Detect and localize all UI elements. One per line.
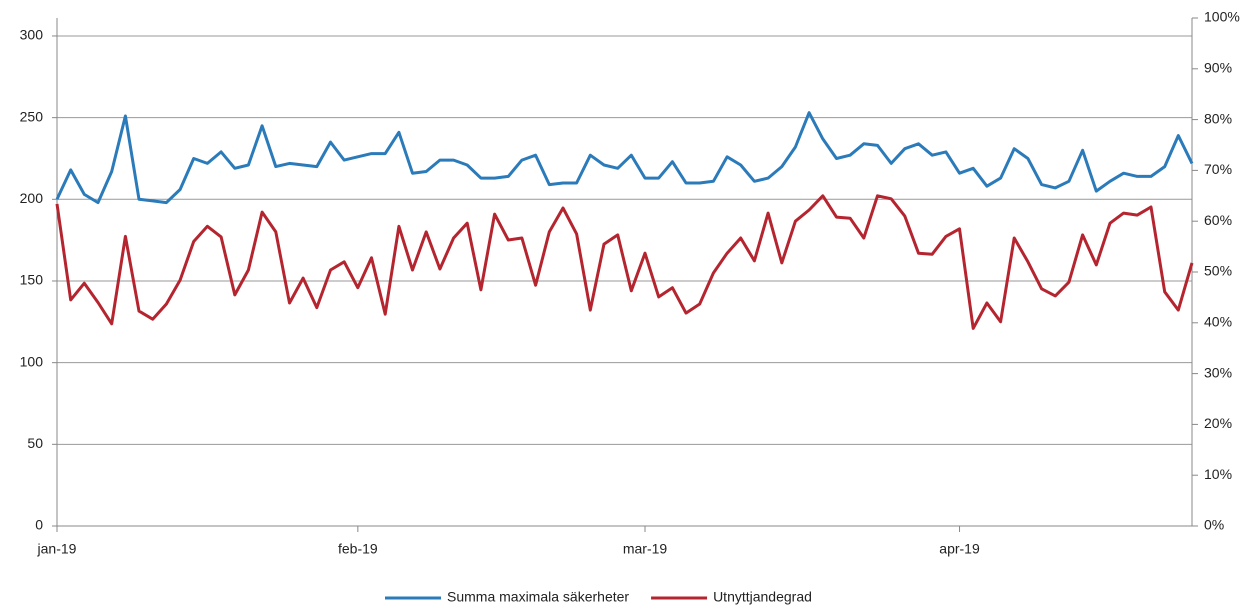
y2-tick-label: 30% [1204, 364, 1232, 380]
y-tick-label: 200 [20, 190, 44, 206]
y2-tick-label: 20% [1204, 415, 1232, 431]
x-tick-label: apr-19 [939, 541, 980, 557]
y2-tick-label: 70% [1204, 161, 1232, 177]
y2-tick-label: 40% [1204, 314, 1232, 330]
series-line [55, 194, 1194, 330]
x-tick-label: mar-19 [623, 541, 668, 557]
y2-tick-label: 10% [1204, 466, 1232, 482]
y2-tick-label: 100% [1204, 9, 1240, 25]
legend-label: Utnyttjandegrad [713, 589, 812, 605]
y2-tick-label: 50% [1204, 263, 1232, 279]
y2-tick-label: 80% [1204, 110, 1232, 126]
y-tick-label: 50 [27, 435, 43, 451]
y-tick-label: 150 [20, 272, 44, 288]
x-tick-label: jan-19 [37, 541, 77, 557]
y2-tick-label: 90% [1204, 60, 1232, 76]
legend-label: Summa maximala säkerheter [447, 589, 629, 605]
series-line [55, 111, 1194, 205]
y-tick-label: 100 [20, 353, 44, 369]
y2-tick-label: 60% [1204, 212, 1232, 228]
y-tick-label: 0 [35, 517, 43, 533]
y2-tick-label: 0% [1204, 517, 1224, 533]
x-tick-label: feb-19 [338, 541, 378, 557]
y-tick-label: 300 [20, 27, 44, 43]
y-tick-label: 250 [20, 108, 44, 124]
